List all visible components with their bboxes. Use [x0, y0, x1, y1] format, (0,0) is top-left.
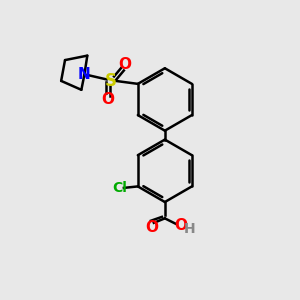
Text: S: S [105, 72, 117, 90]
Text: O: O [174, 218, 187, 233]
Text: N: N [78, 68, 91, 82]
Text: Cl: Cl [112, 181, 128, 195]
Text: O: O [145, 220, 158, 235]
Text: O: O [102, 92, 115, 107]
Text: O: O [118, 57, 131, 72]
Text: H: H [183, 222, 195, 236]
